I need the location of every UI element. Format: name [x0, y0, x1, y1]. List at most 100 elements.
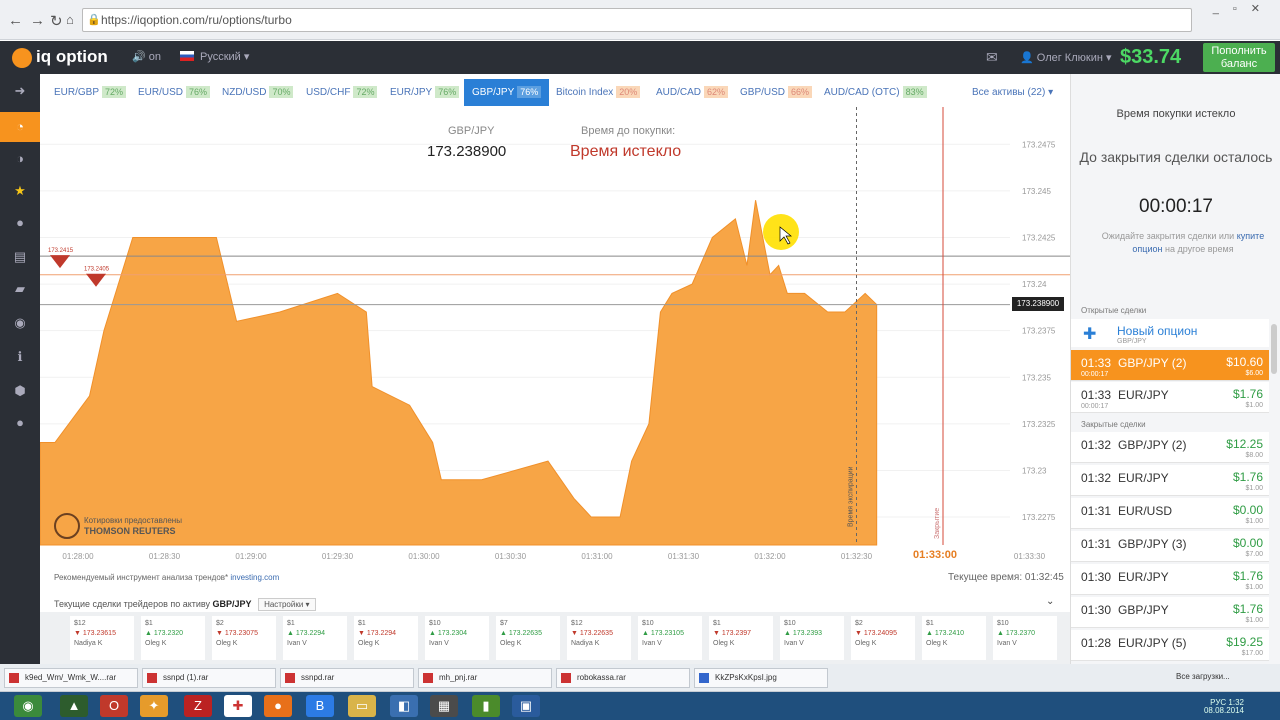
user-menu[interactable]: 👤 Олег Клюкин ▾: [1020, 52, 1112, 64]
download-item[interactable]: ssnpd (1).rar: [142, 668, 276, 688]
closed-deal-row[interactable]: 01:31 EUR/USD $0.00 $1.00: [1071, 498, 1269, 529]
filezilla-icon[interactable]: Z: [184, 695, 212, 717]
tab-eur-usd[interactable]: EUR/USD 76%: [138, 79, 211, 106]
address-bar[interactable]: 🔒 https://iqoption.com/ru/options/turbo: [82, 8, 1192, 32]
window-controls[interactable]: _▫✕: [1212, 3, 1274, 15]
plus-icon: ✚: [1083, 326, 1097, 343]
app-icon[interactable]: ▦: [430, 695, 458, 717]
tab-eur-jpy[interactable]: EUR/JPY 76%: [390, 79, 460, 106]
all-downloads-label: Все загрузки...: [1176, 672, 1230, 681]
language-select[interactable]: Русский ▾: [180, 50, 249, 63]
open-deal-row[interactable]: 01:33 GBP/JPY (2) 00:00:17 $10.60 $6.00: [1071, 350, 1269, 381]
tab-gbp-usd[interactable]: GBP/USD 66%: [740, 79, 813, 106]
mail-icon[interactable]: ✉: [986, 49, 998, 65]
trader-name: Oleg K: [145, 640, 167, 647]
all-assets-dropdown[interactable]: Все активы (22) ▾: [972, 87, 1054, 98]
closed-deal-row[interactable]: 01:30 GBP/JPY $1.76 $1.00: [1071, 597, 1269, 628]
download-item[interactable]: robokassa.rar: [556, 668, 690, 688]
trader-price: ▲ 173.23105: [642, 630, 684, 637]
trader-deal-card[interactable]: $1 ▼ 173.2397 Oleg K: [709, 616, 773, 660]
downloads-bar: k9ed_Wm/_Wmk_W....rar ssnpd (1).rar ssnp…: [0, 664, 1280, 692]
tab-usd-chf[interactable]: USD/CHF 72%: [306, 79, 378, 106]
closed-deal-row[interactable]: 01:32 GBP/JPY (2) $12.25 $8.00: [1071, 432, 1269, 463]
traders-settings-dropdown[interactable]: Настройки ▾: [258, 598, 316, 611]
forward-arrow-icon[interactable]: →: [30, 12, 45, 29]
trader-deal-card[interactable]: $12 ▼ 173.23615 Nadiya K: [70, 616, 134, 660]
trader-deal-card[interactable]: $2 ▼ 173.24095 Oleg K: [851, 616, 915, 660]
bitcoin-wallet-icon[interactable]: B: [306, 695, 334, 717]
trader-deal-card[interactable]: $10 ▲ 173.2370 Ivan V: [993, 616, 1057, 660]
android-icon[interactable]: ⬢: [14, 383, 26, 398]
download-item[interactable]: mh_pnj.rar: [418, 668, 552, 688]
closed-deal-row[interactable]: 01:32 EUR/JPY $1.76 $1.00: [1071, 465, 1269, 496]
apple-icon[interactable]: ●: [16, 415, 24, 430]
nvidia-icon[interactable]: ▲: [60, 695, 88, 717]
support-icon[interactable]: ◉: [14, 315, 26, 330]
trader-name: Ivan V: [642, 640, 662, 647]
buy-option-link[interactable]: купите опцион: [1132, 231, 1265, 254]
options-icon[interactable]: ◔: [0, 112, 40, 142]
trader-deal-card[interactable]: $1 ▲ 173.2410 Oleg K: [922, 616, 986, 660]
closed-deal-row[interactable]: 01:31 GBP/JPY (3) $0.00 $7.00: [1071, 531, 1269, 562]
tab-aud-cad-otc[interactable]: AUD/CAD (OTC) 83%: [824, 79, 927, 106]
closed-deal-row[interactable]: 01:30 EUR/JPY $1.76 $1.00: [1071, 564, 1269, 595]
info-icon[interactable]: ℹ: [17, 349, 23, 364]
star-icon[interactable]: ★: [14, 183, 26, 198]
all-downloads-link[interactable]: Все загрузки...: [1176, 672, 1230, 681]
download-item[interactable]: k9ed_Wm/_Wmk_W....rar: [4, 668, 138, 688]
trader-deal-card[interactable]: $7 ▲ 173.22635 Oleg K: [496, 616, 560, 660]
folder-icon[interactable]: ▭: [348, 695, 376, 717]
app-icon[interactable]: ✚: [224, 695, 252, 717]
trader-price: ▼ 173.24095: [855, 630, 897, 637]
trader-amount: $10: [784, 620, 796, 627]
arrow-right-icon[interactable]: ➜: [14, 83, 26, 98]
back-arrow-icon[interactable]: ←: [8, 12, 23, 29]
open-deal-row[interactable]: 01:33 EUR/JPY 00:00:17 $1.76 $1.00: [1071, 382, 1269, 413]
reload-icon[interactable]: ↻: [50, 13, 63, 30]
collapse-chevron-icon[interactable]: ⌄: [1046, 596, 1055, 607]
book-icon[interactable]: ▰: [15, 281, 25, 296]
chart-app-icon[interactable]: ▮: [472, 695, 500, 717]
start-button-icon[interactable]: ◉: [14, 695, 42, 717]
tab-aud-cad[interactable]: AUD/CAD 62%: [656, 79, 729, 106]
trader-deal-card[interactable]: $1 ▲ 173.2294 Ivan V: [283, 616, 347, 660]
y-tick-label: 173.2325: [1022, 420, 1056, 429]
deposit-button[interactable]: Пополнить баланс: [1203, 43, 1275, 72]
price-chart[interactable]: Время экспирации Закрытие 173.2475 173.245 1…: [40, 107, 1070, 567]
investing-link[interactable]: investing.com: [230, 573, 280, 582]
tab-nzd-usd[interactable]: NZD/USD 70%: [222, 79, 294, 106]
new-option-button[interactable]: ✚ Новый опцион GBP/JPY: [1071, 319, 1269, 347]
trader-amount: $1: [358, 620, 366, 627]
app-icon[interactable]: ◧: [390, 695, 418, 717]
opera-icon[interactable]: O: [100, 695, 128, 717]
trader-deal-card[interactable]: $2 ▼ 173.23075 Oleg K: [212, 616, 276, 660]
trader-deal-card[interactable]: $12 ▼ 173.22635 Nadiya K: [567, 616, 631, 660]
home-icon[interactable]: ⌂: [66, 12, 74, 27]
logo[interactable]: iq option: [12, 47, 108, 68]
profile-icon[interactable]: ●: [16, 215, 24, 230]
system-tray[interactable]: РУС 1:32 08.08.2014: [1204, 699, 1244, 715]
sound-toggle[interactable]: 🔊 on: [132, 50, 161, 63]
download-item[interactable]: KkZPsKxKpsI.jpg: [694, 668, 828, 688]
history-icon[interactable]: ◑: [16, 151, 24, 166]
tab-bitcoin-index[interactable]: Bitcoin Index 20%: [556, 79, 641, 106]
trader-deal-card[interactable]: $10 ▲ 173.23105 Ivan V: [638, 616, 702, 660]
panel-scrollbar[interactable]: [1271, 324, 1277, 374]
tab-gbp-jpy[interactable]: GBP/JPY 76%: [464, 79, 550, 106]
trader-deal-card[interactable]: $10 ▲ 173.2393 Ivan V: [780, 616, 844, 660]
trader-name: Oleg K: [500, 640, 522, 647]
app-icon[interactable]: ✦: [140, 695, 168, 717]
trader-deal-card[interactable]: $1 ▼ 173.2294 Oleg K: [354, 616, 418, 660]
stats-icon[interactable]: ▤: [13, 249, 27, 264]
tab-asset: AUD/CAD (OTC): [824, 87, 900, 98]
trader-deal-card[interactable]: $1 ▲ 173.2320 Oleg K: [141, 616, 205, 660]
tab-eur-gbp[interactable]: EUR/GBP 72%: [54, 79, 127, 106]
balance[interactable]: $33.74: [1120, 46, 1182, 68]
firefox-icon[interactable]: ●: [264, 695, 292, 717]
trader-price: ▼ 173.2294: [358, 630, 397, 637]
trader-price: ▲ 173.2304: [429, 630, 468, 637]
network-icon[interactable]: ▣: [512, 695, 540, 717]
trader-deal-card[interactable]: $10 ▲ 173.2304 Ivan V: [425, 616, 489, 660]
closed-deal-row[interactable]: 01:28 EUR/JPY (5) $19.25 $17.00: [1071, 630, 1269, 661]
download-item[interactable]: ssnpd.rar: [280, 668, 414, 688]
